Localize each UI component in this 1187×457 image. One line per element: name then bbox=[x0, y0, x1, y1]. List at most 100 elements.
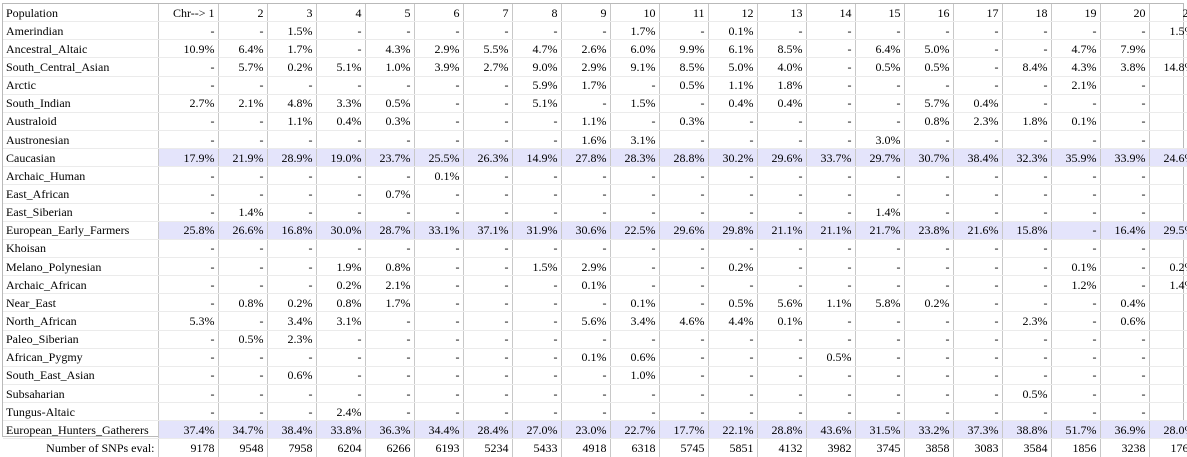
chr-col-header: 9 bbox=[561, 4, 611, 23]
value-cell: 1.0% bbox=[365, 57, 415, 77]
snp-count-cell: 4918 bbox=[561, 438, 611, 457]
value-cell: - bbox=[757, 239, 807, 258]
value-cell: - bbox=[561, 166, 611, 186]
value-cell: - bbox=[561, 402, 611, 422]
value-cell: - bbox=[414, 257, 464, 277]
admixture-table: Population Chr--> 1 2 3 4 5 6 7 8 9 10 1… bbox=[3, 4, 1187, 457]
value-cell: - bbox=[855, 275, 905, 295]
value-cell: - bbox=[365, 166, 415, 186]
value-cell: - bbox=[757, 366, 807, 385]
snp-count-cell: 3745 bbox=[855, 438, 905, 457]
value-cell: 34.4% bbox=[414, 420, 464, 440]
value-cell: 28.9% bbox=[267, 148, 317, 168]
value-cell: - bbox=[953, 330, 1003, 349]
value-cell: 29.8% bbox=[708, 221, 758, 240]
value-cell: - bbox=[610, 203, 660, 222]
value-cell: 28.8% bbox=[757, 420, 807, 440]
value-cell: 30.2% bbox=[708, 148, 758, 168]
value-cell: - bbox=[1051, 384, 1101, 404]
value-cell: 7.9% bbox=[1100, 39, 1150, 59]
value-cell: - bbox=[806, 57, 856, 77]
table-row: European_Early_Farmers 25.8% 26.6% 16.8% 30.… bbox=[3, 221, 1187, 240]
value-cell: - bbox=[561, 203, 611, 222]
population-name: Ancestral_Altaic bbox=[3, 39, 159, 59]
value-cell: 2.6% bbox=[561, 39, 611, 59]
population-name: Tungus-Altaic bbox=[3, 402, 159, 422]
value-cell: - bbox=[806, 384, 856, 404]
chr-col-header: 3 bbox=[267, 4, 317, 23]
value-cell: - bbox=[414, 94, 464, 113]
value-cell: 27.0% bbox=[512, 420, 562, 440]
value-cell: - bbox=[1002, 275, 1052, 295]
value-cell: - bbox=[953, 239, 1003, 258]
table-row: European_Hunters_Gatherers 37.4% 34.7% 38.4… bbox=[3, 420, 1187, 440]
value-cell: - bbox=[1149, 384, 1187, 404]
value-cell: - bbox=[316, 203, 366, 222]
value-cell: - bbox=[708, 275, 758, 295]
value-cell: 28.0% bbox=[1149, 420, 1187, 440]
value-cell: - bbox=[757, 257, 807, 277]
value-cell: - bbox=[365, 130, 415, 150]
chr-col-header: 14 bbox=[806, 4, 856, 23]
value-cell: 3.4% bbox=[610, 311, 660, 331]
value-cell: - bbox=[708, 112, 758, 131]
value-cell: 0.4% bbox=[708, 94, 758, 113]
population-name: Paleo_Siberian bbox=[3, 330, 159, 349]
value-cell: 16.4% bbox=[1100, 221, 1150, 240]
value-cell: - bbox=[512, 366, 562, 385]
value-cell: - bbox=[316, 239, 366, 258]
value-cell: 0.1% bbox=[1051, 112, 1101, 131]
value-cell: - bbox=[708, 203, 758, 222]
value-cell: - bbox=[708, 330, 758, 349]
value-cell: - bbox=[1002, 366, 1052, 385]
value-cell: 1.9% bbox=[316, 257, 366, 277]
value-cell: - bbox=[855, 184, 905, 204]
value-cell: 23.8% bbox=[904, 221, 954, 240]
value-cell: - bbox=[757, 130, 807, 150]
chr-header: Chr--> 1 bbox=[158, 4, 219, 23]
value-cell: - bbox=[561, 384, 611, 404]
table-row: Near_East -0.8% 0.2% 0.8% 1.7% - - - -0.1% -0.5% 5… bbox=[3, 293, 1187, 313]
snp-count-cell: 5433 bbox=[512, 438, 562, 457]
value-cell: - bbox=[463, 94, 513, 113]
value-cell: - bbox=[1002, 21, 1052, 41]
population-name: Archaic_Human bbox=[3, 166, 159, 186]
value-cell: 29.6% bbox=[757, 148, 807, 168]
value-cell: - bbox=[708, 166, 758, 186]
value-cell: - bbox=[158, 293, 219, 313]
value-cell: 51.7% bbox=[1051, 420, 1101, 440]
population-name: Caucasian bbox=[3, 148, 159, 168]
value-cell: - bbox=[561, 330, 611, 349]
value-cell: - bbox=[708, 130, 758, 150]
value-cell: - bbox=[512, 330, 562, 349]
value-cell: 1.1% bbox=[806, 293, 856, 313]
value-cell: - bbox=[463, 166, 513, 186]
value-cell: - bbox=[806, 366, 856, 385]
population-name: Melano_Polynesian bbox=[3, 257, 159, 277]
value-cell: - bbox=[463, 384, 513, 404]
chr-col-header: 7 bbox=[463, 4, 513, 23]
value-cell: 0.1% bbox=[708, 21, 758, 41]
value-cell: 1.1% bbox=[561, 112, 611, 131]
snp-count-cell: 5745 bbox=[659, 438, 709, 457]
value-cell: 0.5% bbox=[1002, 384, 1052, 404]
value-cell: 33.2% bbox=[904, 420, 954, 440]
table-row: African_Pygmy - - - - - - - -0.1% 0.6% - - -0.5% - - - -… bbox=[3, 348, 1187, 367]
value-cell: 4.0% bbox=[757, 57, 807, 77]
snp-count-cell: 9548 bbox=[218, 438, 268, 457]
snp-count-label: Number of SNPs eval: bbox=[3, 438, 159, 457]
population-name: South_Indian bbox=[3, 94, 159, 113]
value-cell: - bbox=[855, 112, 905, 131]
value-cell: 29.6% bbox=[659, 221, 709, 240]
table-row: South_East_Asian - -0.6% - - - - - -1.0% - - - - - - - -… bbox=[3, 366, 1187, 385]
value-cell: - bbox=[757, 166, 807, 186]
value-cell: - bbox=[1002, 184, 1052, 204]
value-cell: 32.3% bbox=[1002, 148, 1052, 168]
value-cell: - bbox=[1100, 348, 1150, 367]
value-cell: 38.4% bbox=[267, 420, 317, 440]
snp-count-cell: 3584 bbox=[1002, 438, 1052, 457]
value-cell: 0.3% bbox=[659, 112, 709, 131]
value-cell: - bbox=[365, 384, 415, 404]
value-cell: - bbox=[855, 257, 905, 277]
value-cell: - bbox=[1149, 293, 1187, 313]
